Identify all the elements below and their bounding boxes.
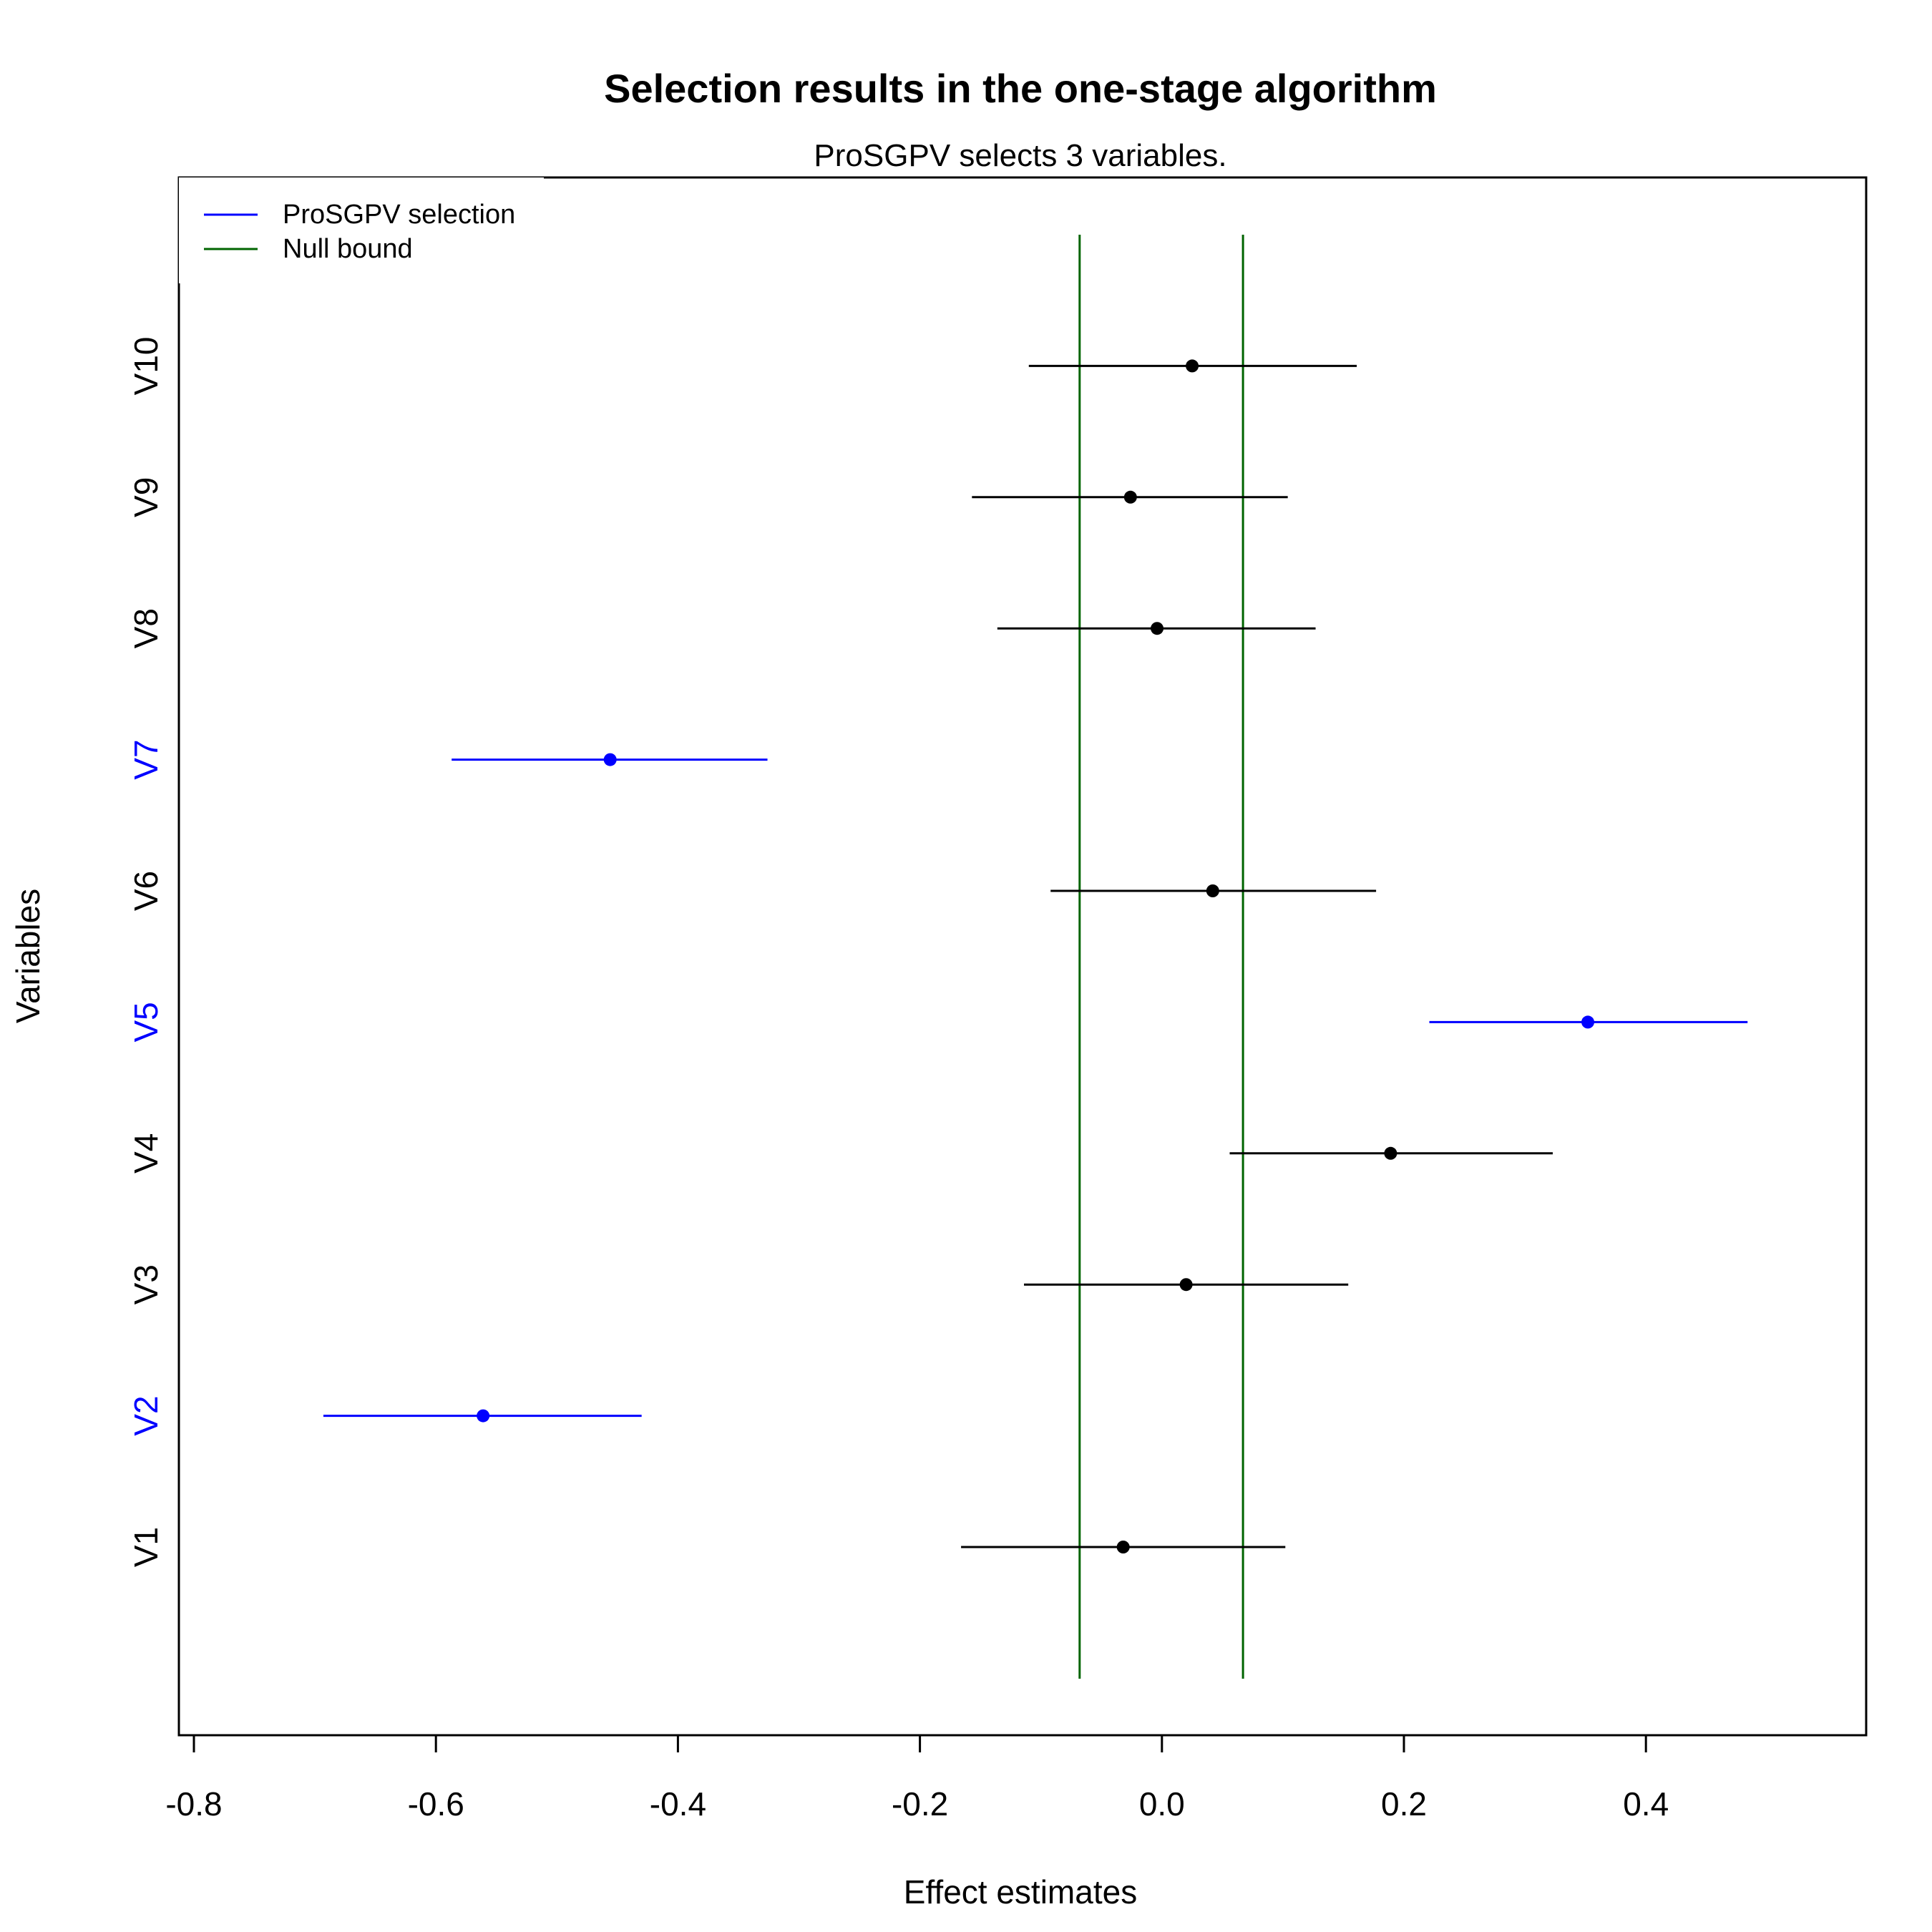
legend: ProSGPV selection Null bound xyxy=(179,177,544,283)
estimate-point-v7 xyxy=(603,753,617,766)
chart-title: Selection results in the one-stage algor… xyxy=(604,66,1437,111)
legend-label-prosgpv: ProSGPV selection xyxy=(283,200,515,230)
y-tick-label-v3: V3 xyxy=(127,1264,165,1304)
y-tick-label-v1: V1 xyxy=(127,1527,165,1567)
x-axis: -0.8 -0.6 -0.4 -0.2 0.0 0.2 0.4 xyxy=(165,1734,1669,1823)
x-tick-label: -0.6 xyxy=(408,1785,464,1823)
estimate-point-v2 xyxy=(477,1409,490,1423)
x-tick-label: 0.0 xyxy=(1139,1785,1185,1823)
x-tick-label: -0.8 xyxy=(165,1785,222,1823)
x-tick-label: 0.4 xyxy=(1623,1785,1669,1823)
y-axis-label: Variables xyxy=(9,889,47,1023)
y-tick-label-v10: V10 xyxy=(127,336,165,395)
estimate-point-v4 xyxy=(1384,1146,1397,1160)
y-tick-label-v2: V2 xyxy=(127,1395,165,1435)
plot-area: V1 V2 V3 V4 V5 V6 V7 V8 V9 V10 xyxy=(127,235,1748,1679)
estimate-point-v6 xyxy=(1206,884,1219,897)
y-tick-label-v9: V9 xyxy=(127,477,165,517)
y-tick-label-v6: V6 xyxy=(127,871,165,911)
estimate-point-v3 xyxy=(1179,1278,1193,1292)
x-tick-label: 0.2 xyxy=(1381,1785,1427,1823)
estimate-point-v10 xyxy=(1186,359,1199,373)
estimate-point-v1 xyxy=(1116,1541,1130,1553)
estimate-point-v9 xyxy=(1123,490,1137,504)
legend-box xyxy=(179,177,544,283)
x-tick-label: -0.2 xyxy=(892,1785,948,1823)
x-tick-label: -0.4 xyxy=(650,1785,706,1823)
estimate-point-v8 xyxy=(1151,622,1164,635)
estimate-point-v5 xyxy=(1581,1015,1595,1029)
y-tick-label-v5: V5 xyxy=(127,1002,165,1042)
chart-subtitle: ProSGPV selects 3 variables. xyxy=(814,138,1226,173)
y-tick-label-v4: V4 xyxy=(127,1133,165,1174)
y-tick-label-v8: V8 xyxy=(127,608,165,648)
y-tick-label-v7: V7 xyxy=(127,739,165,779)
legend-label-null-bound: Null bound xyxy=(283,234,413,264)
x-axis-label: Effect estimates xyxy=(904,1873,1137,1911)
